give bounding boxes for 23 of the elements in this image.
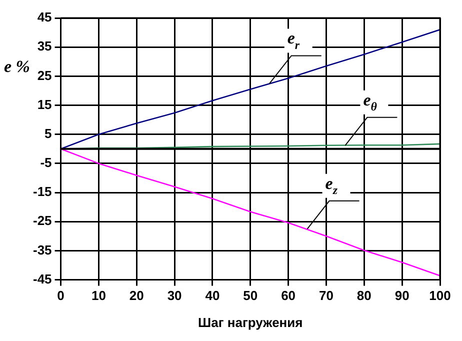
x-tick-label: 70 xyxy=(319,288,334,304)
x-tick-label: 40 xyxy=(205,288,220,304)
x-tick-label: 100 xyxy=(429,288,451,304)
y-tick-label: -25 xyxy=(32,213,52,228)
y-tick-label: -5 xyxy=(40,155,52,170)
y-tick-label: -15 xyxy=(32,184,52,200)
y-tick-label: 35 xyxy=(37,38,52,54)
x-tick-label: 60 xyxy=(281,288,296,304)
x-tick-label: 0 xyxy=(57,288,64,304)
y-tick-label: 25 xyxy=(37,68,52,83)
y-axis-title: e % xyxy=(4,57,30,76)
x-tick-label: 10 xyxy=(91,288,106,304)
y-tick-label: -35 xyxy=(32,242,52,258)
x-tick-label: 20 xyxy=(129,288,144,304)
x-tick-label: 80 xyxy=(356,288,372,304)
x-tick-label: 90 xyxy=(394,288,410,304)
x-tick-label: 30 xyxy=(167,288,182,304)
y-tick-label: 5 xyxy=(44,126,52,141)
x-tick-label: 50 xyxy=(243,288,258,304)
y-tick-label: 45 xyxy=(37,10,52,25)
x-axis-title: Шаг нагружения xyxy=(198,314,303,330)
y-tick-label: -45 xyxy=(32,271,52,286)
y-tick-label: 15 xyxy=(37,96,52,112)
